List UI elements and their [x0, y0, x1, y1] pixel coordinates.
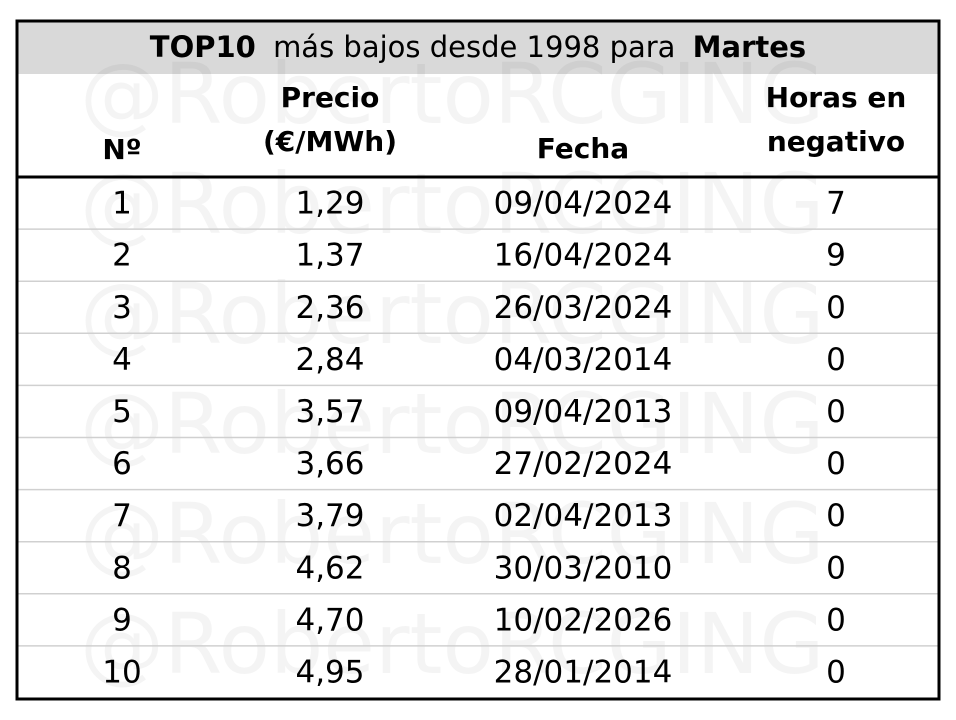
- column-header: Fecha: [537, 132, 629, 165]
- cell: 10: [102, 654, 141, 690]
- cell: 2: [112, 238, 132, 274]
- cell: 8: [112, 550, 132, 586]
- cell: 0: [826, 654, 846, 690]
- cell: 2,84: [295, 342, 364, 378]
- watermark: @RobertoRCGING: [80, 45, 824, 143]
- cell: 28/01/2014: [494, 654, 673, 690]
- cell: 0: [826, 602, 846, 638]
- cell: 0: [826, 342, 846, 378]
- cell: 7: [112, 498, 132, 534]
- watermark: @RobertoRCGING: [80, 375, 824, 473]
- cell: 4,95: [295, 654, 364, 690]
- cell: 04/03/2014: [494, 342, 673, 378]
- cell: 9: [112, 602, 132, 638]
- cell: 0: [826, 446, 846, 482]
- cell: 27/02/2024: [494, 446, 673, 482]
- column-header: (€/MWh): [263, 125, 397, 158]
- cell: 10/02/2026: [494, 602, 673, 638]
- cell: 1,29: [295, 186, 364, 222]
- cell: 0: [826, 550, 846, 586]
- cell: 3: [112, 290, 132, 326]
- cell: 7: [826, 186, 846, 222]
- title-bold: TOP10: [150, 30, 256, 64]
- watermark: @RobertoRCGING: [80, 485, 824, 583]
- watermarks: @RobertoRCGING @RobertoRCGING @RobertoRCGI…: [80, 45, 824, 693]
- cell: 3,57: [295, 394, 364, 430]
- column-header: negativo: [767, 125, 905, 158]
- title-bold: Martes: [693, 30, 807, 64]
- cell: 5: [112, 394, 132, 430]
- cell: 4,70: [295, 602, 364, 638]
- column-header: Nº: [102, 133, 141, 166]
- column-header: Horas en: [766, 81, 907, 114]
- cell: 0: [826, 394, 846, 430]
- watermark: @RobertoRCGING: [80, 155, 824, 253]
- cell: 09/04/2013: [494, 394, 673, 430]
- cell: 4,62: [295, 550, 364, 586]
- table-body: Nº Precio (€/MWh) Fecha Horas en negativo 1 1,2…: [17, 81, 939, 690]
- watermark: @RobertoRCGING: [80, 595, 824, 693]
- cell: 0: [826, 290, 846, 326]
- cell: 0: [826, 498, 846, 534]
- title-band: [17, 21, 939, 74]
- cell: 09/04/2024: [494, 186, 673, 222]
- cell: 02/04/2013: [494, 498, 673, 534]
- cell: 26/03/2024: [494, 290, 673, 326]
- watermark: @RobertoRCGING: [80, 265, 824, 363]
- cell: 3,79: [295, 498, 364, 534]
- cell: 6: [112, 446, 132, 482]
- cell: 16/04/2024: [494, 238, 673, 274]
- cell: 1: [112, 186, 132, 222]
- column-header: Precio: [281, 81, 380, 114]
- cell: 1,37: [295, 238, 364, 274]
- cell: 30/03/2010: [494, 550, 673, 586]
- table-border: [15, 19, 941, 701]
- cell: 9: [826, 238, 846, 274]
- cell: 3,66: [295, 446, 364, 482]
- cell: 2,36: [295, 290, 364, 326]
- table-title: TOP10 más bajos desde 1998 para Martes: [150, 30, 806, 64]
- cell: 4: [112, 342, 132, 378]
- title-text: más bajos desde 1998 para: [273, 30, 675, 64]
